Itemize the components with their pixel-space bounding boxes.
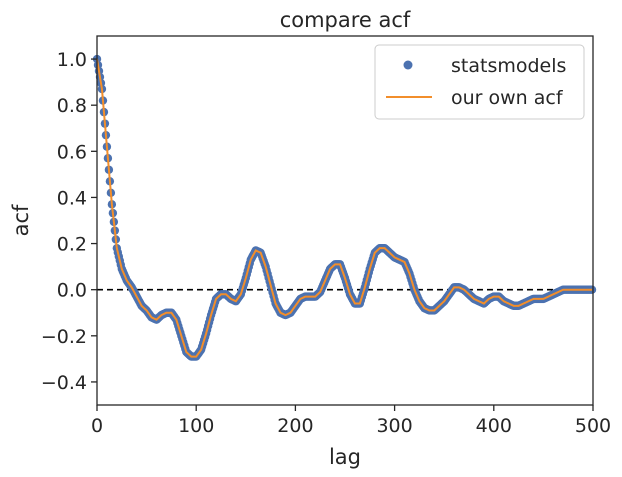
y-axis-ticks: −0.4 −0.2 0.0 0.2 0.4 0.6 0.8 1.0 (41, 49, 97, 394)
x-axis-ticks: 0 100 200 300 400 500 (91, 405, 611, 437)
y-tick-label: 0.0 (57, 280, 87, 302)
x-axis-label: lag (329, 445, 361, 469)
x-tick-label: 0 (91, 415, 103, 437)
y-tick-label: 0.8 (57, 95, 87, 117)
chart-title: compare acf (280, 8, 411, 32)
x-tick-label: 400 (476, 415, 512, 437)
x-tick-label: 100 (178, 415, 214, 437)
plot-layer (92, 54, 597, 361)
legend-label-statsmodels: statsmodels (451, 55, 566, 77)
y-tick-label: −0.4 (41, 372, 87, 394)
our-own-acf-line (96, 58, 593, 358)
plot-frame (96, 35, 594, 406)
legend-box (374, 44, 585, 120)
statsmodels-series (92, 54, 597, 361)
legend: statsmodels our own acf (374, 44, 585, 120)
y-tick-label: 0.4 (57, 187, 87, 209)
y-tick-label: 0.6 (57, 141, 87, 163)
legend-marker-statsmodels (403, 60, 413, 70)
x-tick-label: 500 (575, 415, 611, 437)
y-tick-label: 1.0 (57, 49, 87, 71)
x-tick-label: 300 (376, 415, 412, 437)
legend-label-our-own-acf: our own acf (451, 87, 564, 109)
y-tick-label: −0.2 (41, 326, 87, 348)
y-axis-label: acf (9, 204, 33, 236)
x-tick-label: 200 (277, 415, 313, 437)
y-tick-label: 0.2 (57, 234, 87, 256)
